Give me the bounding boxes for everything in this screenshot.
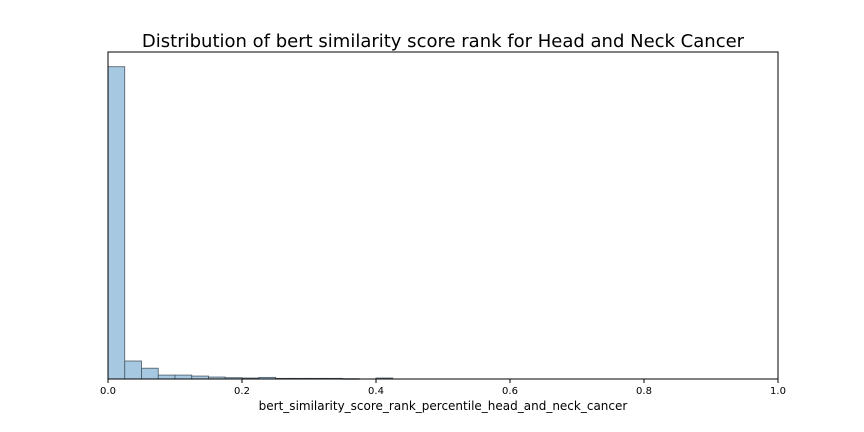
histogram-bar-4 [174, 374, 193, 380]
histogram-bar-1 [124, 360, 142, 380]
histogram-bar-2 [141, 367, 159, 380]
histogram-bars [107, 66, 394, 380]
x-axis-ticks: 0.0 0.2 0.4 0.6 0.8 1.0 [100, 379, 786, 397]
x-tick-label: 0.2 [234, 386, 250, 397]
x-axis-label: bert_similarity_score_rank_percentile_he… [259, 399, 628, 413]
histogram-bar-0 [107, 66, 126, 380]
plot-frame [107, 51, 779, 380]
x-tick-label: 0.4 [368, 386, 384, 397]
x-tick-label: 0.8 [636, 386, 652, 397]
chart-title: Distribution of bert similarity score ra… [142, 31, 745, 52]
histogram-bar-3 [157, 374, 176, 380]
x-tick-label: 1.0 [770, 386, 786, 397]
x-tick-label: 0.0 [100, 386, 116, 397]
x-tick-label: 0.6 [502, 386, 518, 397]
